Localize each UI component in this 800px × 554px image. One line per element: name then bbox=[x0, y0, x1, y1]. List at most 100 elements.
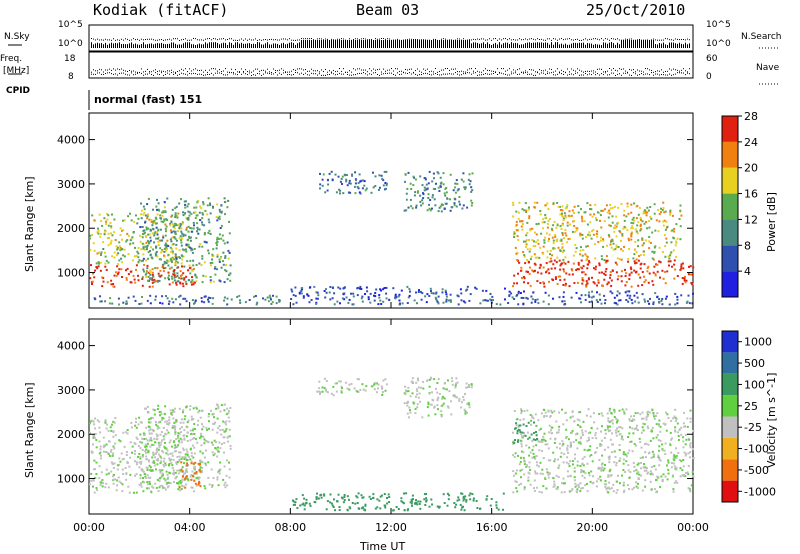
scatter-cell bbox=[469, 180, 472, 183]
nsky-bar bbox=[151, 43, 152, 48]
freq-dot bbox=[289, 71, 290, 73]
scatter-cell bbox=[320, 493, 323, 496]
scatter-cell bbox=[607, 417, 610, 420]
scatter-cell bbox=[172, 270, 175, 273]
freq-dot bbox=[169, 70, 170, 72]
scatter-cell bbox=[553, 259, 556, 262]
scatter-cell bbox=[195, 477, 198, 480]
freq-dot bbox=[271, 71, 272, 73]
scatter-cell bbox=[615, 225, 618, 228]
scatter-cell bbox=[162, 270, 165, 273]
scatter-cell bbox=[271, 301, 274, 304]
scatter-cell bbox=[98, 251, 100, 254]
scatter-cell bbox=[113, 251, 116, 254]
freq-dot bbox=[103, 71, 104, 73]
scatter-cell bbox=[561, 233, 564, 236]
nsky-bar bbox=[231, 42, 232, 48]
scatter-cell bbox=[623, 209, 626, 212]
scatter-cell bbox=[145, 270, 148, 273]
nsearch-dot bbox=[219, 38, 220, 40]
scatter-cell bbox=[96, 419, 99, 422]
nave-dot bbox=[557, 73, 558, 75]
freq-dot bbox=[459, 71, 460, 73]
scatter-cell bbox=[173, 407, 176, 410]
scatter-cell bbox=[349, 191, 352, 194]
scatter-cell bbox=[523, 277, 526, 280]
nsky-bar bbox=[379, 40, 380, 48]
scatter-cell bbox=[619, 299, 622, 302]
nave-dot bbox=[435, 73, 436, 75]
nsky-bar bbox=[329, 40, 330, 48]
scatter-cell bbox=[471, 493, 474, 496]
scatter-cell bbox=[98, 420, 101, 423]
scatter-cell bbox=[551, 254, 554, 257]
scatter-cell bbox=[616, 303, 619, 306]
nave-dot bbox=[143, 74, 144, 76]
scatter-cell bbox=[615, 235, 618, 238]
scatter-cell bbox=[182, 285, 185, 288]
scatter-cell bbox=[188, 211, 191, 214]
nsky-bar bbox=[299, 42, 300, 48]
nave-dot bbox=[241, 73, 242, 75]
freq-dot bbox=[475, 68, 476, 70]
scatter-cell bbox=[608, 235, 611, 238]
scatter-cell bbox=[129, 242, 132, 245]
scatter-cell bbox=[164, 447, 167, 450]
scatter-cell bbox=[323, 494, 326, 497]
scatter-cell bbox=[563, 270, 566, 273]
nave-dot bbox=[327, 74, 328, 76]
scatter-cell bbox=[305, 498, 308, 501]
scatter-cell bbox=[135, 491, 138, 494]
nave-dot bbox=[553, 74, 554, 76]
scatter-cell bbox=[129, 270, 132, 273]
scatter-cell bbox=[404, 393, 407, 396]
scatter-cell bbox=[611, 238, 614, 241]
scatter-cell bbox=[373, 383, 376, 386]
scatter-cell bbox=[151, 461, 154, 464]
nave-dot bbox=[167, 72, 168, 74]
scatter-cell bbox=[173, 440, 176, 443]
freq-dot bbox=[419, 70, 420, 72]
scatter-cell bbox=[201, 461, 204, 464]
scatter-cell bbox=[641, 284, 644, 287]
scatter-cell bbox=[662, 224, 665, 227]
nsearch-dot bbox=[157, 39, 158, 41]
scatter-cell bbox=[430, 290, 432, 292]
scatter-cell bbox=[176, 266, 179, 269]
scatter-cell bbox=[415, 499, 417, 502]
nsky-bar bbox=[529, 42, 530, 48]
scatter-cell bbox=[405, 192, 408, 195]
scatter-cell bbox=[404, 180, 406, 183]
scatter-cell bbox=[637, 301, 640, 304]
scatter-cell bbox=[626, 290, 629, 293]
freq-dot bbox=[519, 68, 520, 70]
nave-dot bbox=[577, 72, 578, 74]
nave-dot bbox=[643, 74, 644, 76]
scatter-cell bbox=[152, 248, 155, 251]
scatter-cell bbox=[177, 436, 179, 439]
scatter-cell bbox=[184, 477, 187, 480]
nsky-bar bbox=[627, 40, 628, 48]
scatter-cell bbox=[228, 273, 231, 276]
scatter-cell bbox=[148, 460, 151, 463]
scatter-cell bbox=[637, 239, 640, 242]
scatter-cell bbox=[142, 477, 144, 479]
nsearch-dot bbox=[675, 38, 676, 40]
scatter-cell bbox=[186, 421, 189, 424]
scatter-cell bbox=[544, 214, 547, 216]
scatter-cell bbox=[110, 283, 113, 286]
scatter-cell bbox=[561, 209, 564, 212]
scatter-cell bbox=[514, 452, 517, 455]
nsky-bar bbox=[141, 43, 142, 48]
scatter-cell bbox=[644, 451, 647, 454]
scatter-cell bbox=[415, 381, 418, 384]
scatter-cell bbox=[147, 275, 150, 278]
scatter-cell bbox=[557, 246, 560, 249]
scatter-cell bbox=[107, 486, 110, 489]
scatter-cell bbox=[211, 261, 214, 264]
scatter-cell bbox=[145, 452, 148, 455]
scatter-cell bbox=[178, 249, 181, 252]
scatter-cell bbox=[529, 284, 532, 287]
nave-dot bbox=[599, 74, 600, 76]
scatter-cell bbox=[427, 193, 430, 196]
